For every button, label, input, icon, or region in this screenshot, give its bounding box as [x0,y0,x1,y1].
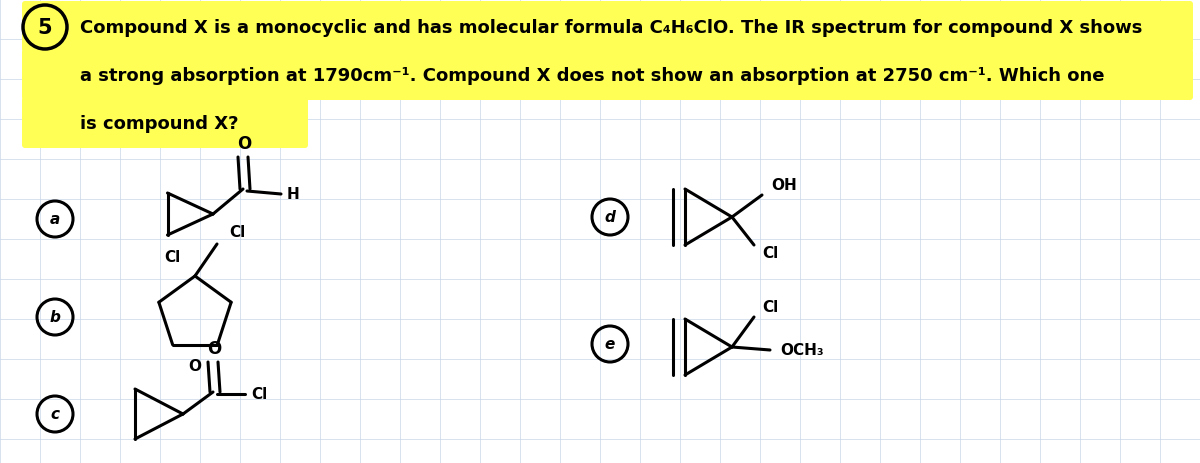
Text: Compound X is a monocyclic and has molecular formula C₄H₆ClO. The IR spectrum fo: Compound X is a monocyclic and has molec… [80,19,1142,37]
Text: OCH₃: OCH₃ [780,343,824,358]
Text: Cl: Cl [762,246,778,261]
Text: Cl: Cl [762,300,778,315]
Text: is compound X?: is compound X? [80,115,239,133]
Text: a: a [50,212,60,227]
FancyBboxPatch shape [22,2,1193,53]
Text: b: b [49,310,60,325]
Text: a strong absorption at 1790cm⁻¹. Compound X does not show an absorption at 2750 : a strong absorption at 1790cm⁻¹. Compoun… [80,67,1104,85]
Text: 5: 5 [37,18,53,38]
Text: O: O [206,339,221,357]
Text: H: H [287,187,299,202]
Text: Cl: Cl [164,250,181,265]
Text: d: d [605,210,616,225]
Text: OH: OH [772,178,797,193]
Text: e: e [605,337,616,352]
FancyBboxPatch shape [22,50,1193,101]
Text: O: O [188,359,202,374]
Text: Cl: Cl [251,387,268,401]
FancyBboxPatch shape [22,98,308,149]
Text: Cl: Cl [229,225,245,240]
Text: O: O [236,135,251,153]
Text: c: c [50,407,60,422]
